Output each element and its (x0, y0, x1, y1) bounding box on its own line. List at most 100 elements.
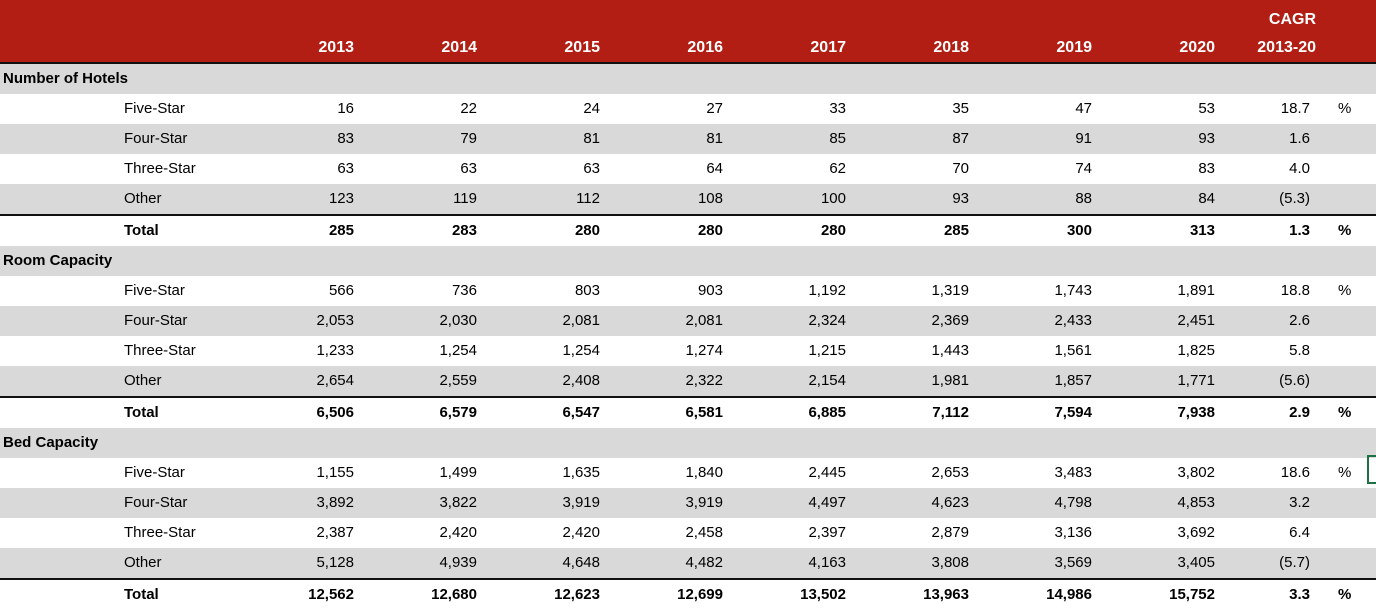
value-cell[interactable]: 22 (371, 94, 494, 124)
year-header-2014[interactable]: 2014 (371, 0, 494, 64)
row-label[interactable]: Three-Star (0, 518, 248, 548)
value-cell[interactable]: 3,692 (1109, 518, 1232, 548)
value-cell[interactable]: 2,420 (371, 518, 494, 548)
value-cell[interactable]: 4,163 (740, 548, 863, 579)
value-cell[interactable]: 1,254 (371, 336, 494, 366)
value-cell[interactable]: 1,233 (248, 336, 371, 366)
value-cell[interactable]: 2,387 (248, 518, 371, 548)
row-label[interactable]: Total (0, 214, 248, 246)
cagr-cell[interactable]: 1.6 (1232, 124, 1330, 154)
value-cell[interactable]: 1,192 (740, 276, 863, 306)
value-cell[interactable]: 91 (986, 124, 1109, 154)
row-label[interactable]: Five-Star (0, 94, 248, 124)
year-header-2018[interactable]: 2018 (863, 0, 986, 64)
value-cell[interactable]: 62 (740, 154, 863, 184)
year-header-2019[interactable]: 2019 (986, 0, 1109, 64)
value-cell[interactable]: 285 (248, 214, 371, 246)
value-cell[interactable]: 2,030 (371, 306, 494, 336)
year-header-2020[interactable]: 2020 (1109, 0, 1232, 64)
value-cell[interactable]: 736 (371, 276, 494, 306)
value-cell[interactable]: 2,451 (1109, 306, 1232, 336)
cagr-cell[interactable]: 2.9 (1232, 396, 1330, 428)
value-cell[interactable]: 566 (248, 276, 371, 306)
value-cell[interactable]: 4,482 (617, 548, 740, 579)
value-cell[interactable]: 1,274 (617, 336, 740, 366)
value-cell[interactable]: 16 (248, 94, 371, 124)
row-label[interactable]: Three-Star (0, 154, 248, 184)
value-cell[interactable]: 13,502 (740, 578, 863, 610)
value-cell[interactable]: 5,128 (248, 548, 371, 579)
value-cell[interactable]: 3,892 (248, 488, 371, 518)
row-label[interactable]: Four-Star (0, 488, 248, 518)
value-cell[interactable]: 1,635 (494, 458, 617, 488)
row-label[interactable]: Five-Star (0, 276, 248, 306)
value-cell[interactable]: 108 (617, 184, 740, 215)
value-cell[interactable]: 2,458 (617, 518, 740, 548)
value-cell[interactable]: 63 (494, 154, 617, 184)
row-label[interactable]: Other (0, 548, 248, 579)
value-cell[interactable]: 13,963 (863, 578, 986, 610)
value-cell[interactable]: 1,825 (1109, 336, 1232, 366)
value-cell[interactable]: 81 (494, 124, 617, 154)
year-header-2013[interactable]: 2013 (248, 0, 371, 64)
cagr-cell[interactable]: 6.4 (1232, 518, 1330, 548)
value-cell[interactable]: 74 (986, 154, 1109, 184)
row-label[interactable]: Other (0, 366, 248, 397)
value-cell[interactable]: 4,648 (494, 548, 617, 579)
value-cell[interactable]: 1,499 (371, 458, 494, 488)
value-cell[interactable]: 2,879 (863, 518, 986, 548)
row-label[interactable]: Four-Star (0, 306, 248, 336)
value-cell[interactable]: 2,653 (863, 458, 986, 488)
value-cell[interactable]: 3,569 (986, 548, 1109, 579)
value-cell[interactable]: 283 (371, 214, 494, 246)
value-cell[interactable]: 2,433 (986, 306, 1109, 336)
cagr-column-header[interactable]: CAGR 2013-20 (1232, 0, 1330, 64)
value-cell[interactable]: 1,981 (863, 366, 986, 397)
value-cell[interactable]: 3,405 (1109, 548, 1232, 579)
value-cell[interactable]: 12,623 (494, 578, 617, 610)
value-cell[interactable]: 1,891 (1109, 276, 1232, 306)
value-cell[interactable]: 12,699 (617, 578, 740, 610)
value-cell[interactable]: 2,154 (740, 366, 863, 397)
value-cell[interactable]: 313 (1109, 214, 1232, 246)
value-cell[interactable]: 2,408 (494, 366, 617, 397)
value-cell[interactable]: 1,771 (1109, 366, 1232, 397)
value-cell[interactable]: 903 (617, 276, 740, 306)
row-label[interactable]: Four-Star (0, 124, 248, 154)
value-cell[interactable]: 12,680 (371, 578, 494, 610)
value-cell[interactable]: 4,623 (863, 488, 986, 518)
cagr-cell[interactable]: 18.6 (1232, 458, 1330, 488)
value-cell[interactable]: 2,559 (371, 366, 494, 397)
row-label[interactable]: Total (0, 396, 248, 428)
value-cell[interactable]: 85 (740, 124, 863, 154)
value-cell[interactable]: 3,808 (863, 548, 986, 579)
value-cell[interactable]: 3,802 (1109, 458, 1232, 488)
cagr-cell[interactable]: (5.7) (1232, 548, 1330, 579)
value-cell[interactable]: 83 (248, 124, 371, 154)
value-cell[interactable]: 88 (986, 184, 1109, 215)
year-header-2017[interactable]: 2017 (740, 0, 863, 64)
value-cell[interactable]: 87 (863, 124, 986, 154)
value-cell[interactable]: 24 (494, 94, 617, 124)
value-cell[interactable]: 4,497 (740, 488, 863, 518)
value-cell[interactable]: 4,939 (371, 548, 494, 579)
value-cell[interactable]: 119 (371, 184, 494, 215)
row-label[interactable]: Other (0, 184, 248, 215)
cagr-cell[interactable]: (5.6) (1232, 366, 1330, 397)
value-cell[interactable]: 70 (863, 154, 986, 184)
value-cell[interactable]: 2,322 (617, 366, 740, 397)
value-cell[interactable]: 1,215 (740, 336, 863, 366)
value-cell[interactable]: 1,857 (986, 366, 1109, 397)
value-cell[interactable]: 1,743 (986, 276, 1109, 306)
value-cell[interactable]: 1,443 (863, 336, 986, 366)
value-cell[interactable]: 53 (1109, 94, 1232, 124)
value-cell[interactable]: 3,822 (371, 488, 494, 518)
value-cell[interactable]: 15,752 (1109, 578, 1232, 610)
cagr-cell[interactable]: 5.8 (1232, 336, 1330, 366)
value-cell[interactable]: 112 (494, 184, 617, 215)
value-cell[interactable]: 3,919 (494, 488, 617, 518)
value-cell[interactable]: 2,397 (740, 518, 863, 548)
value-cell[interactable]: 47 (986, 94, 1109, 124)
value-cell[interactable]: 93 (863, 184, 986, 215)
value-cell[interactable]: 2,445 (740, 458, 863, 488)
